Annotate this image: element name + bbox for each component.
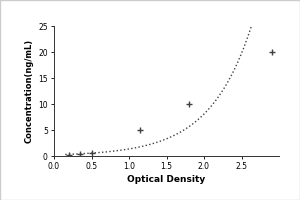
X-axis label: Optical Density: Optical Density (128, 175, 206, 184)
Y-axis label: Concentration(ng/mL): Concentration(ng/mL) (25, 39, 34, 143)
